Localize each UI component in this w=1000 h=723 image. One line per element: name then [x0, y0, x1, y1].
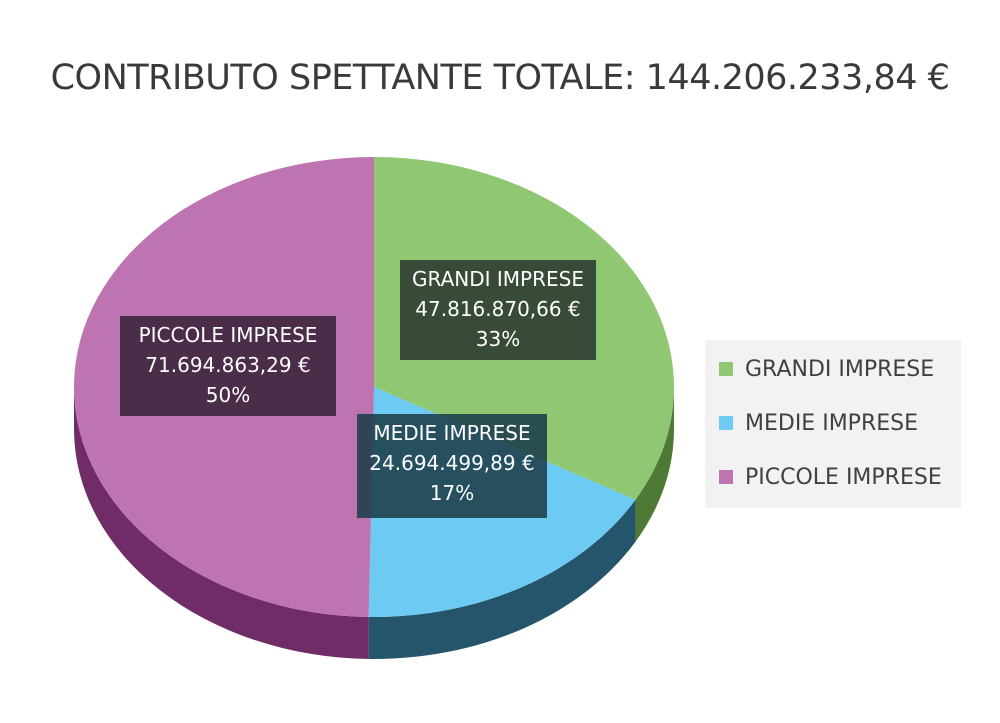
- legend-label-piccole: PICCOLE IMPRESE: [745, 464, 942, 490]
- data-label-value: 71.694.863,29 €: [145, 353, 310, 377]
- legend-swatch-medie: [719, 416, 733, 430]
- legend: GRANDI IMPRESE MEDIE IMPRESE PICCOLE IMP…: [705, 340, 961, 508]
- legend-item-medie: MEDIE IMPRESE: [719, 408, 918, 438]
- data-label-name: PICCOLE IMPRESE: [139, 323, 318, 347]
- pie-side-piccole: [74, 387, 369, 659]
- data-label-medie: MEDIE IMPRESE 24.694.499,89 € 17%: [357, 414, 547, 518]
- data-labels: GRANDI IMPRESE 47.816.870,66 € 33% MEDIE IM…: [120, 260, 596, 518]
- pie-sides: [74, 387, 674, 659]
- pie-side-medie: [368, 499, 636, 659]
- pie-side-grandi: [635, 387, 674, 542]
- legend-swatch-piccole: [719, 470, 733, 484]
- data-label-box: [120, 316, 336, 416]
- legend-item-grandi: GRANDI IMPRESE: [719, 354, 934, 384]
- data-label-grandi: GRANDI IMPRESE 47.816.870,66 € 33%: [400, 260, 596, 360]
- data-label-value: 24.694.499,89 €: [369, 451, 534, 475]
- data-label-box: [400, 260, 596, 360]
- legend-item-piccole: PICCOLE IMPRESE: [719, 462, 942, 492]
- legend-swatch-grandi: [719, 362, 733, 376]
- data-label-name: MEDIE IMPRESE: [373, 421, 530, 445]
- legend-label-medie: MEDIE IMPRESE: [745, 410, 918, 436]
- data-label-box: [357, 414, 547, 518]
- data-label-piccole: PICCOLE IMPRESE 71.694.863,29 € 50%: [120, 316, 336, 416]
- data-label-percent: 33%: [476, 327, 520, 351]
- data-label-name: GRANDI IMPRESE: [412, 267, 584, 291]
- data-label-percent: 17%: [430, 481, 474, 505]
- data-label-percent: 50%: [206, 383, 250, 407]
- data-label-value: 47.816.870,66 €: [415, 297, 580, 321]
- legend-label-grandi: GRANDI IMPRESE: [745, 356, 935, 382]
- chart-title: CONTRIBUTO SPETTANTE TOTALE: 144.206.233…: [50, 58, 950, 98]
